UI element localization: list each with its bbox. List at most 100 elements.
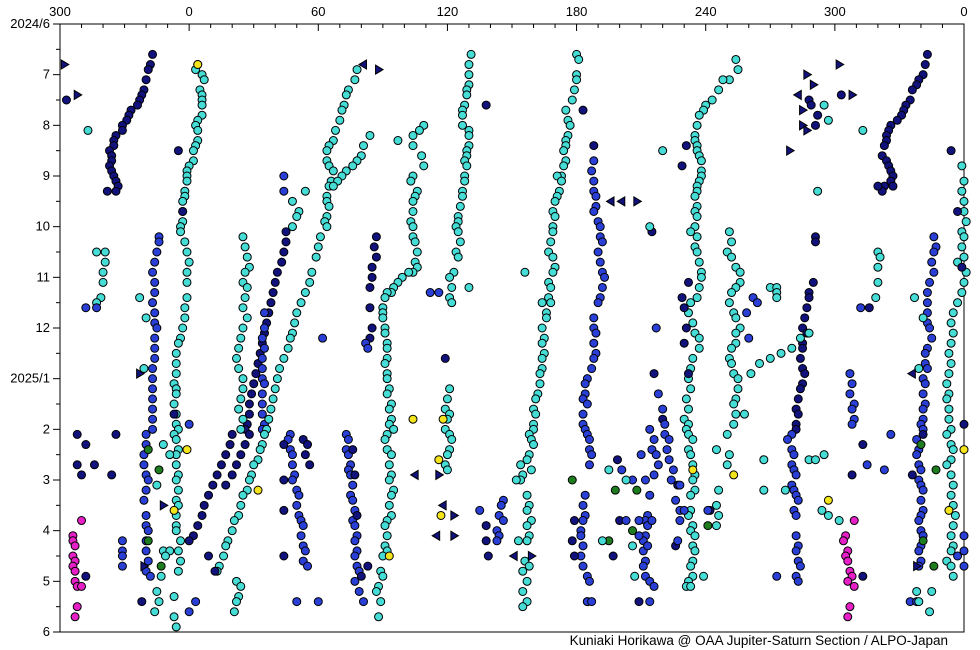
data-point-cyan: [524, 561, 534, 571]
data-point-cyan: [382, 343, 392, 353]
data-point-navy-triangle-right: [375, 64, 385, 75]
data-point-cyan: [694, 110, 704, 120]
data-point-cyan: [944, 348, 954, 358]
data-point-cyan: [711, 500, 721, 510]
data-point-cyan: [328, 166, 338, 176]
data-point-blue: [791, 531, 801, 541]
data-point-cyan: [531, 394, 541, 404]
data-point-navy: [184, 536, 194, 546]
data-point-blue: [645, 490, 655, 500]
data-point-magenta: [70, 541, 80, 551]
data-point-navy: [864, 303, 874, 313]
data-point-navy-triangle-right: [159, 499, 169, 511]
data-point-cyan: [221, 541, 231, 551]
data-point-navy-triangle-right: [799, 104, 809, 116]
data-point-navy-triangle-left: [437, 499, 447, 511]
series-navy-track-right-mid: [791, 232, 820, 434]
data-point-cyan: [707, 95, 717, 105]
data-point-navy: [793, 394, 803, 404]
data-point-blue: [498, 516, 508, 526]
data-point-yellow: [959, 445, 969, 455]
data-point-blue: [959, 546, 969, 556]
data-point-cyan: [238, 490, 248, 500]
data-point-blue: [649, 581, 659, 591]
data-point-blue: [653, 460, 663, 470]
data-point-navy-triangle-left: [431, 530, 441, 542]
data-point-green: [143, 445, 153, 455]
data-point-blue: [257, 399, 267, 409]
data-point-navy: [225, 440, 235, 450]
data-point-blue: [148, 384, 158, 394]
data-point-cyan: [948, 308, 958, 318]
data-point-navy: [279, 440, 289, 450]
data-point-blue: [150, 277, 160, 287]
data-point-navy: [141, 75, 151, 85]
data-point-cyan: [219, 551, 229, 561]
data-point-cyan: [950, 510, 960, 520]
data-point-cyan: [727, 358, 737, 368]
data-point-cyan: [733, 65, 743, 75]
data-point-navy: [279, 551, 289, 561]
data-point-blue: [617, 465, 627, 475]
data-point-blue: [294, 490, 304, 500]
data-point-cyan: [178, 323, 188, 333]
data-point-blue: [914, 546, 924, 556]
data-point-blue: [587, 597, 597, 607]
data-point-blue: [152, 323, 162, 333]
data-point-navy: [907, 85, 917, 95]
series-blue-track-368: [845, 369, 859, 429]
data-point-cyan: [946, 338, 956, 348]
data-point-blue: [638, 561, 648, 571]
data-point-cyan: [453, 227, 463, 237]
data-point-navy: [953, 206, 963, 216]
data-point-cyan: [350, 75, 360, 85]
series-navy-triangles-left: [358, 59, 916, 562]
data-point-cyan: [550, 196, 560, 206]
data-point-navy-triangle-right: [140, 560, 150, 572]
data-point-blue: [425, 288, 435, 298]
data-point-navy: [107, 470, 117, 480]
data-point-blue: [862, 460, 872, 470]
data-point-blue: [675, 480, 685, 490]
data-point-cyan: [537, 353, 547, 363]
data-point-blue: [348, 480, 358, 490]
data-point-cyan: [414, 125, 424, 135]
data-point-navy: [143, 65, 153, 75]
data-point-blue: [184, 607, 194, 617]
data-point-navy-triangle-right: [73, 89, 83, 101]
data-point-blue: [580, 379, 590, 389]
y-axis-tick-label: 6: [43, 624, 50, 639]
data-point-blue: [348, 495, 358, 505]
data-point-cyan: [290, 318, 300, 328]
data-point-cyan: [727, 288, 737, 298]
data-point-magenta: [77, 581, 87, 591]
data-point-cyan: [946, 531, 956, 541]
data-point-cyan: [537, 338, 547, 348]
data-point-cyan: [173, 566, 183, 576]
data-point-cyan: [182, 267, 192, 277]
data-point-cyan: [171, 460, 181, 470]
data-point-blue: [117, 536, 127, 546]
data-point-navy: [279, 505, 289, 515]
data-point-blue: [649, 434, 659, 444]
data-point-blue: [363, 343, 373, 353]
data-point-cyan: [98, 267, 108, 277]
data-point-blue: [920, 348, 930, 358]
data-point-cyan: [240, 267, 250, 277]
data-point-blue: [660, 419, 670, 429]
data-point-cyan: [352, 65, 362, 75]
data-point-magenta: [845, 602, 855, 612]
data-point-navy-triangle-right: [803, 69, 813, 81]
data-point-cyan: [714, 510, 724, 520]
data-point-navy: [352, 510, 362, 520]
data-point-magenta: [843, 556, 853, 566]
credit-caption: Kuniaki Horikawa @ OAA Jupiter-Saturn Se…: [569, 633, 948, 648]
data-point-cyan: [348, 161, 358, 171]
x-axis-tick-label: 300: [824, 4, 846, 19]
data-point-navy: [199, 500, 209, 510]
data-point-blue: [912, 450, 922, 460]
data-point-cyan: [182, 247, 192, 257]
data-point-cyan: [365, 130, 375, 140]
data-point-cyan: [178, 196, 188, 206]
data-point-cyan: [259, 429, 269, 439]
